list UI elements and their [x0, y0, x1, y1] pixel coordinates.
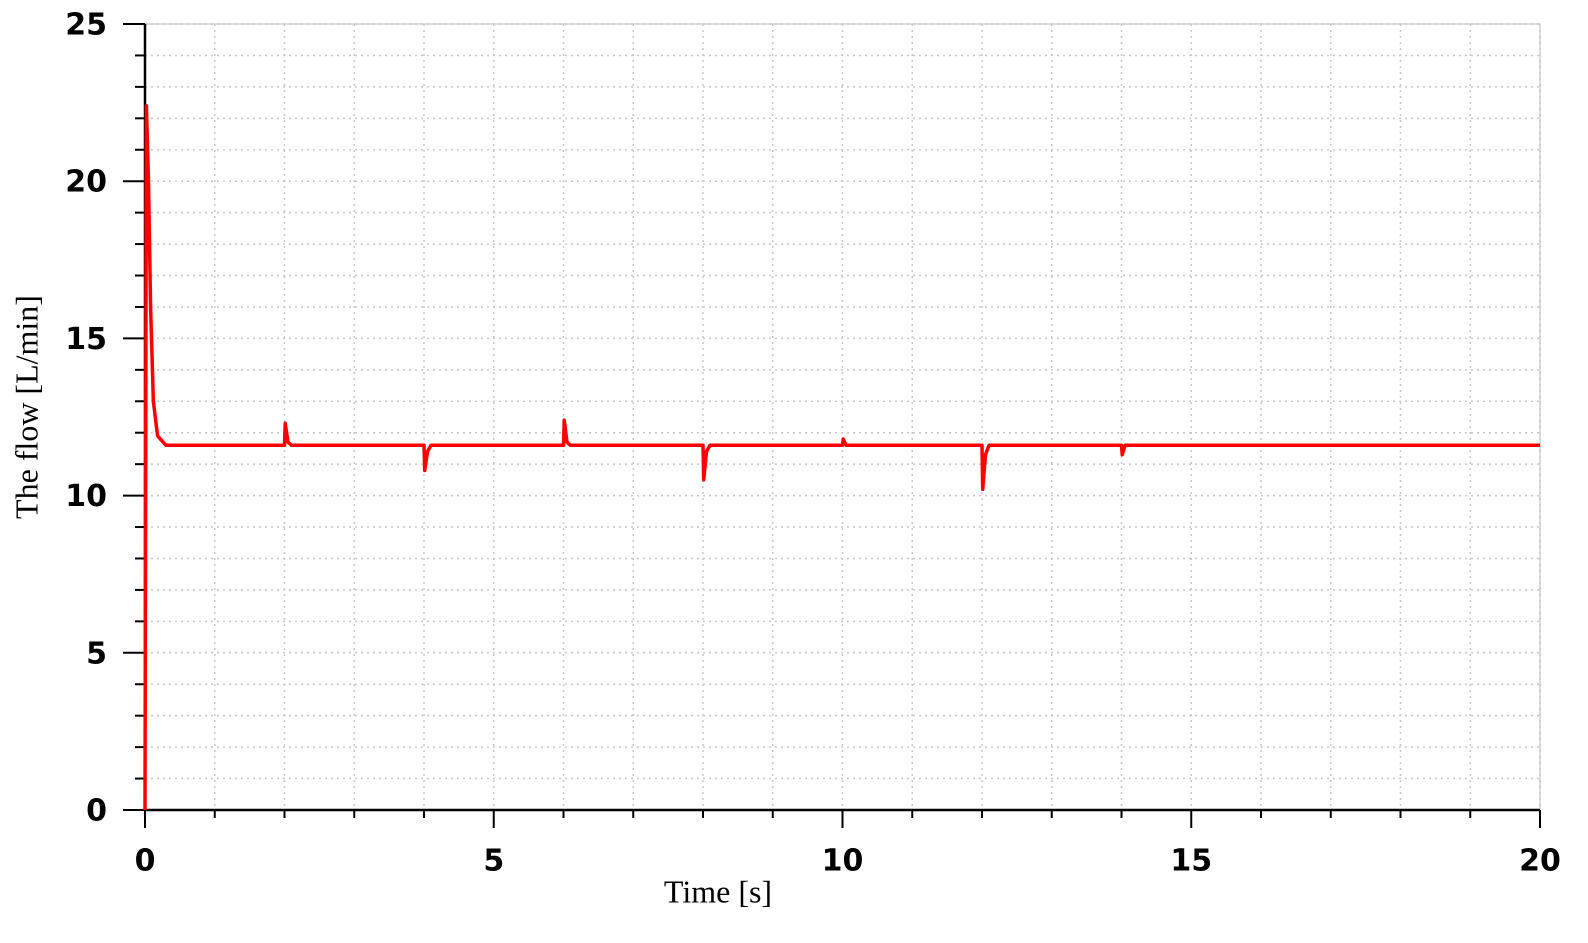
x-tick-label: 0: [135, 844, 156, 879]
plot-area: [144, 23, 1541, 811]
y-tick-label: 0: [86, 794, 107, 829]
x-tick-label: 15: [1170, 844, 1212, 879]
y-tick-label: 20: [65, 165, 107, 200]
x-tick-label: 20: [1519, 844, 1561, 879]
y-axis-label: The flow [L/min]: [8, 295, 44, 519]
y-tick-label: 10: [65, 479, 107, 514]
x-axis-label: Time [s]: [664, 873, 772, 909]
y-tick-label: 5: [86, 636, 107, 671]
x-tick-label: 5: [483, 844, 504, 879]
y-tick-label: 15: [65, 322, 107, 357]
data-line: [143, 103, 1540, 811]
y-tick-label: 25: [65, 8, 107, 43]
x-tick-label: 10: [822, 844, 864, 879]
